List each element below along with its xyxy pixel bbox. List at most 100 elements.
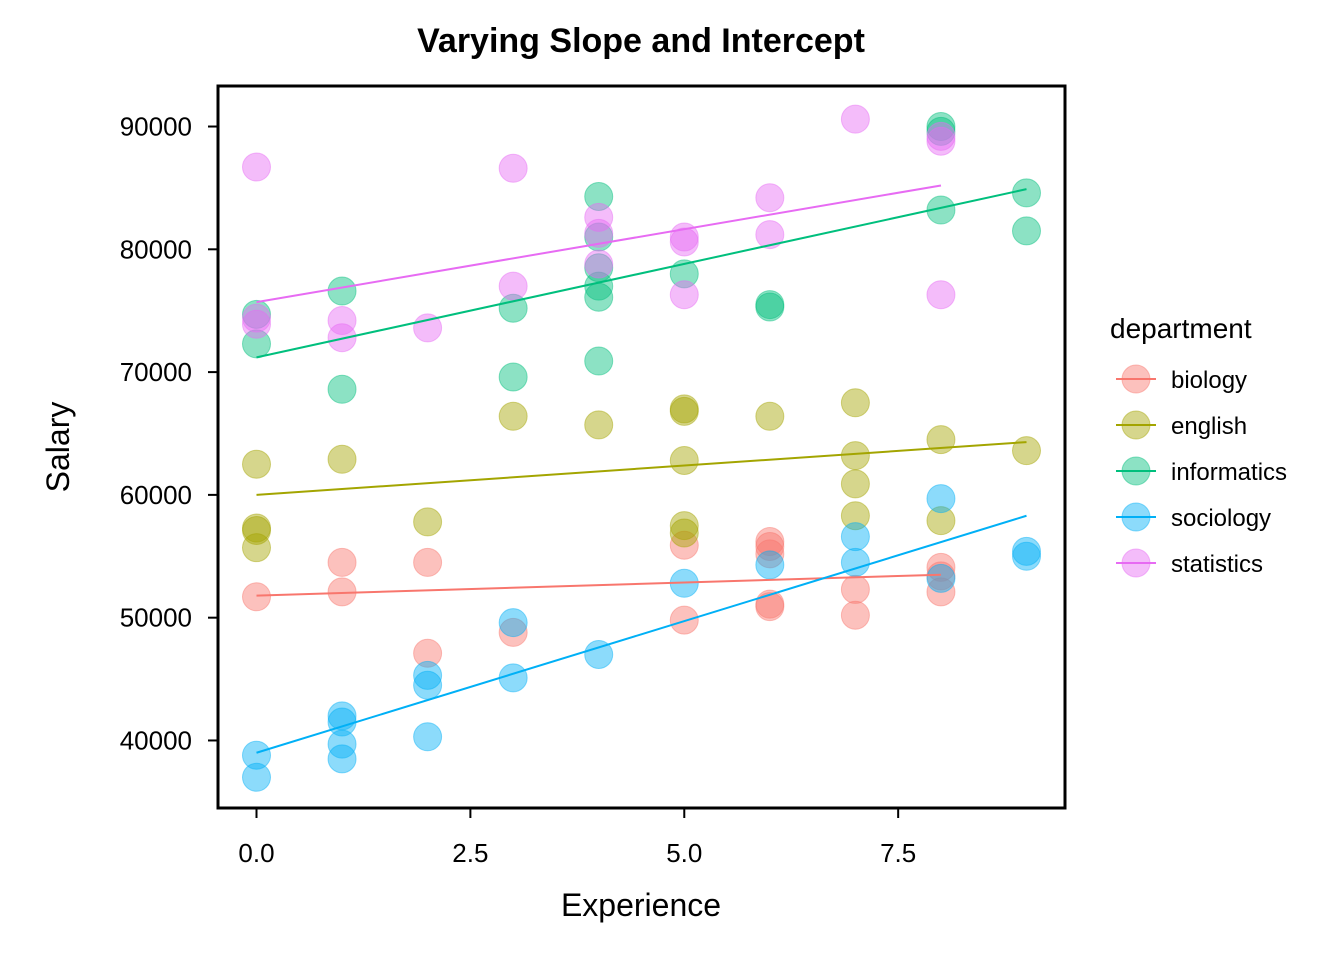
axes: 0.0 2.5 5.0 7.5 40000 50000 60000 70000 80000 900… [120,112,917,868]
legend-label-biology: biology [1171,367,1247,394]
data-point-sociology [498,608,528,638]
data-point-biology [242,582,271,612]
data-point-informatics [926,112,956,142]
fit-line-statistics [256,184,942,304]
data-point-sociology [327,744,357,774]
data-point-biology [498,617,528,647]
data-point-english [1012,436,1041,466]
data-point-biology [755,592,785,622]
x-tick-label: 5.0 [666,838,702,868]
data-point-sociology [926,563,956,593]
series-english [242,388,1041,563]
data-point-informatics [242,299,271,329]
plot-data [242,104,1041,792]
data-point-english [669,446,699,476]
data-point-statistics [242,152,271,182]
data-point-informatics [669,259,699,289]
data-point-informatics [584,346,614,376]
series-biology [242,527,956,668]
data-point-english [242,513,271,543]
data-point-english [926,506,956,536]
data-point-biology [755,531,785,561]
series-informatics [242,112,1041,404]
data-point-biology [755,527,785,557]
fit-line-sociology [256,514,1027,754]
data-point-english [498,401,528,431]
data-point-statistics [669,280,699,310]
data-point-statistics [755,183,785,213]
data-point-statistics [669,227,699,257]
legend-label-informatics: informatics [1171,459,1287,486]
data-point-statistics [755,220,785,250]
legend-label-english: english [1171,413,1247,440]
data-point-sociology [840,522,870,552]
data-point-sociology [413,670,443,700]
data-point-informatics [1012,216,1041,246]
data-point-biology [327,547,357,577]
data-point-english [755,401,785,431]
data-point-statistics [926,126,956,156]
legend-key-informatics [1121,456,1151,486]
data-point-biology [413,638,443,668]
data-point-informatics [584,282,614,312]
data-point-sociology [498,663,528,693]
data-point-sociology [1012,541,1041,571]
data-point-sociology [584,640,614,670]
data-point-biology [755,539,785,569]
legend-item-biology: biology [1116,364,1247,394]
data-point-informatics [242,329,271,359]
data-point-statistics [327,306,357,336]
x-axis-title: Experience [561,887,721,923]
data-point-sociology [1012,536,1041,566]
data-point-sociology [413,660,443,690]
series-sociology [242,484,1041,792]
legend-key-biology [1121,364,1151,394]
data-point-english [669,518,699,548]
data-point-statistics [498,153,528,183]
data-point-english [669,511,699,541]
legend-key-statistics [1121,548,1151,578]
chart-title: Varying Slope and Intercept [417,22,865,60]
data-point-sociology [327,701,357,731]
y-tick-label: 40000 [120,725,192,755]
data-point-sociology [926,484,956,514]
data-point-statistics [498,271,528,301]
data-point-english [840,388,870,418]
data-point-informatics [584,182,614,212]
data-point-english [669,396,699,426]
data-point-biology [840,600,870,630]
data-point-statistics [242,303,271,333]
data-point-english [242,449,271,479]
data-point-biology [926,577,956,607]
data-point-informatics [327,276,357,306]
data-point-sociology [242,762,271,792]
data-point-sociology [242,740,271,770]
data-point-informatics [926,116,956,146]
data-point-english [840,469,870,499]
data-point-sociology [413,722,443,752]
data-point-informatics [755,290,785,320]
legend-item-sociology: sociology [1116,502,1271,532]
fit-line-english [256,441,1027,496]
data-point-informatics [498,362,528,392]
x-tick-label: 0.0 [238,838,274,868]
data-point-informatics [1012,178,1041,208]
data-point-informatics [755,292,785,322]
fit-line-biology [256,573,941,597]
fit-line-informatics [256,188,1027,359]
legend-title: department [1110,313,1252,344]
data-point-statistics [584,249,614,279]
plot-border [216,84,1067,810]
data-point-statistics [242,309,271,339]
data-point-biology [669,530,699,560]
y-axis-title: Salary [40,402,76,493]
legend: department biology english informatics soci… [1110,313,1287,578]
data-point-biology [840,574,870,604]
legend-key-english [1121,410,1151,440]
legend-item-statistics: statistics [1116,548,1263,578]
data-point-english [669,394,699,424]
y-tick-label: 80000 [120,234,192,264]
data-point-english [840,441,870,471]
data-point-english [840,501,870,531]
